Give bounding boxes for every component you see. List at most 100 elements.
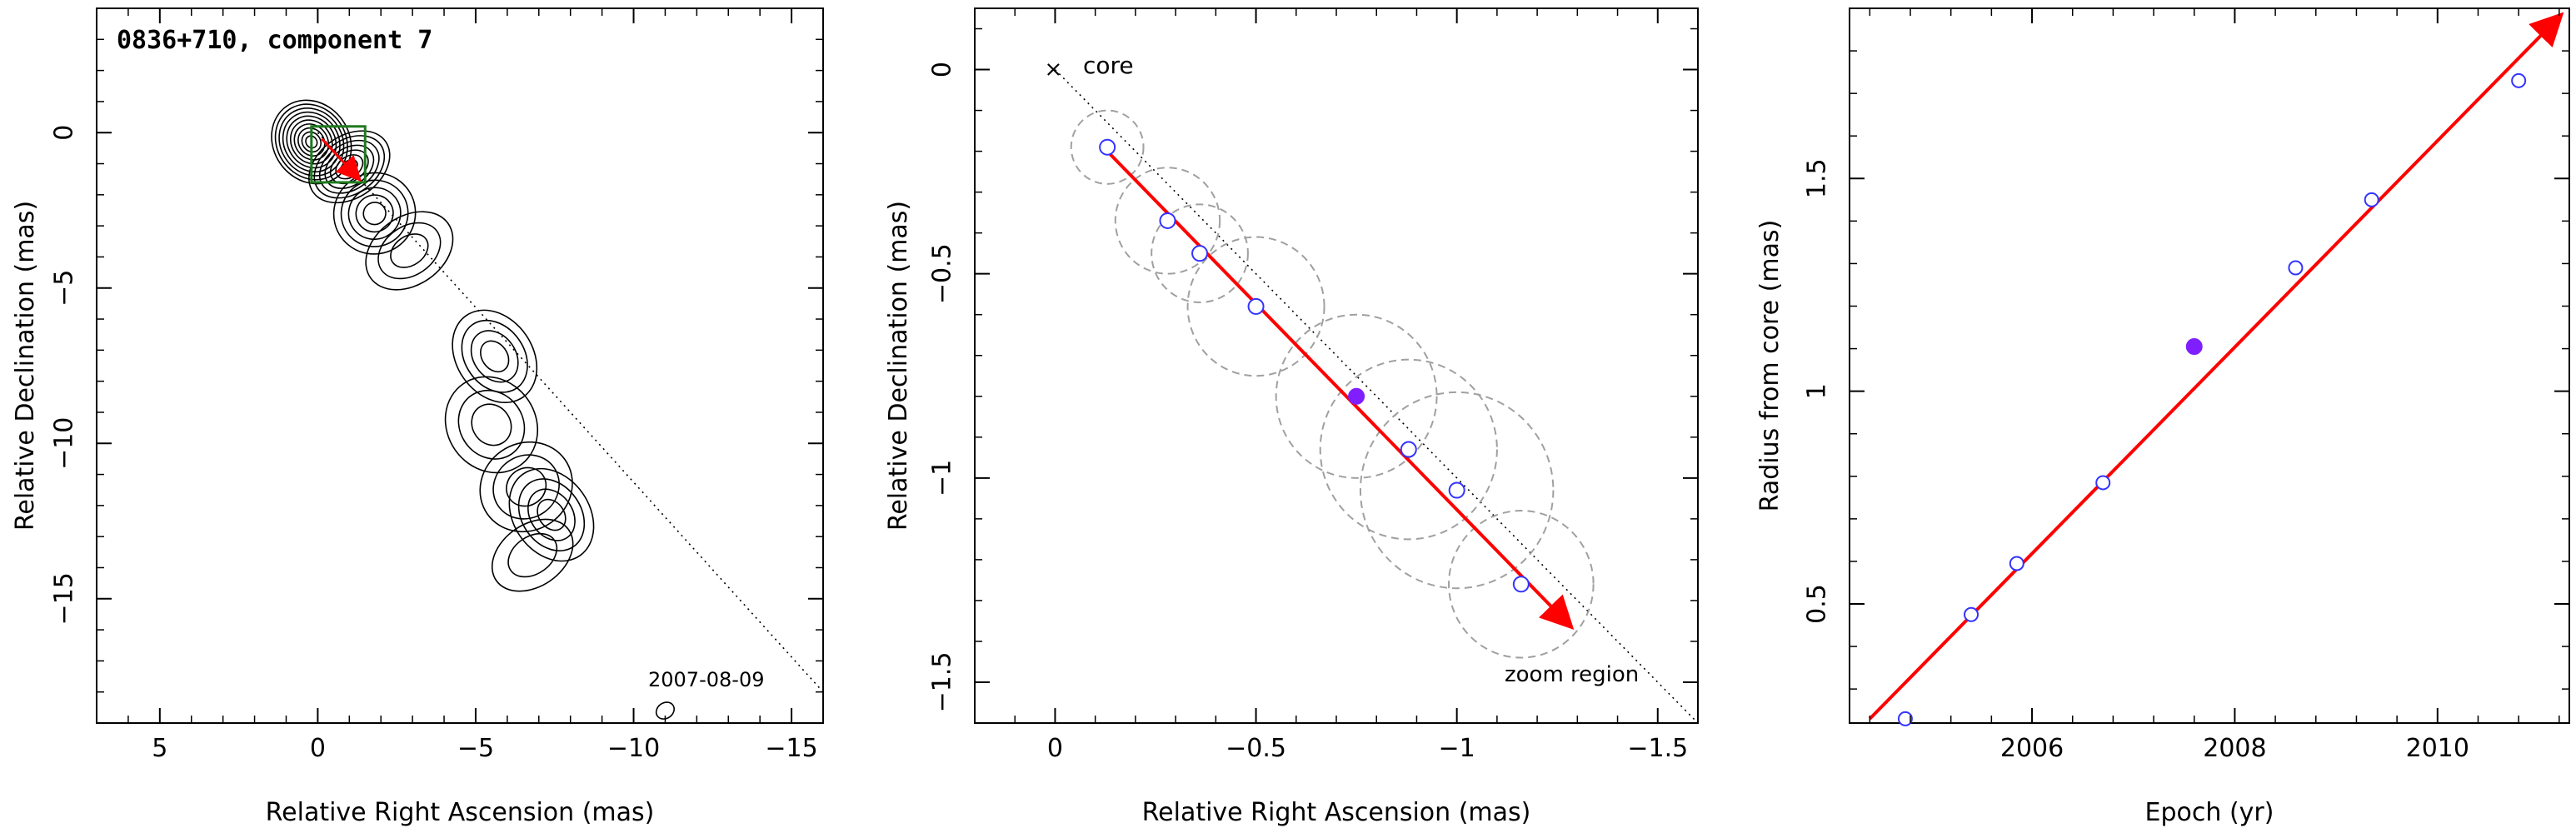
contour-line xyxy=(297,127,326,157)
x-tick-label: −1 xyxy=(1439,734,1475,763)
plot-frame xyxy=(974,7,1699,724)
component-point xyxy=(1448,481,1465,499)
contour-line xyxy=(365,211,454,291)
map-marks xyxy=(271,99,824,720)
contour-line xyxy=(507,532,558,578)
data-point xyxy=(2009,556,2024,571)
contour-line xyxy=(308,130,391,204)
y-tick-label: 1.5 xyxy=(1803,158,1832,198)
y-tick-label: −1 xyxy=(928,460,957,496)
vlbi-map-panel: 5 0 −5 −10 −15 0 −5 −10 −15 0836+710, component … xyxy=(11,7,824,827)
contour-line xyxy=(274,103,348,181)
contour-line xyxy=(377,222,442,280)
data-point xyxy=(2511,72,2527,88)
x-axis-label: Relative Right Ascension (mas) xyxy=(266,798,655,827)
y-tick-label: −0.5 xyxy=(928,243,957,304)
component-size-circle xyxy=(1359,391,1555,590)
contour-line xyxy=(444,376,539,474)
current-epoch-point xyxy=(1348,387,1365,405)
axes: 5 0 −5 −10 −15 0 −5 −10 −15 xyxy=(50,8,823,763)
x-axis-label: Epoch (yr) xyxy=(2145,798,2274,827)
radius-marks xyxy=(1868,12,2564,726)
component-size-circle xyxy=(1186,236,1325,377)
linear-fit-line xyxy=(1868,12,2564,721)
zoom-region-label: zoom region xyxy=(1505,662,1639,687)
y-tick-label: −1.5 xyxy=(928,652,957,713)
x-tick-label: −15 xyxy=(765,734,817,763)
zoom-marks: × xyxy=(1045,57,1699,724)
component-size-circle xyxy=(1319,358,1498,541)
x-tick-label: 2008 xyxy=(2203,734,2266,763)
contour-line xyxy=(517,478,586,551)
y-axis-label: Relative Declination (mas) xyxy=(884,201,913,531)
contour-line xyxy=(491,518,574,592)
data-point xyxy=(2288,260,2304,276)
contour-line xyxy=(537,498,567,531)
contour-line xyxy=(655,701,675,720)
contour-line xyxy=(470,330,519,383)
core-marker: × xyxy=(1045,57,1063,82)
contour-line xyxy=(301,131,322,153)
jet-axis-line xyxy=(317,132,824,693)
y-tick-label: 0 xyxy=(928,62,957,77)
contour-line xyxy=(340,179,409,247)
contour-line xyxy=(471,403,512,446)
axes: 2006 2008 2010 0.5 1 1.5 xyxy=(1803,8,2569,763)
y-tick-label: −10 xyxy=(50,417,79,470)
component-arrow xyxy=(321,137,362,182)
y-tick-label: −5 xyxy=(50,270,79,307)
y-axis-label: Radius from core (mas) xyxy=(1755,220,1785,512)
x-tick-label: 0 xyxy=(1047,734,1063,763)
x-tick-label: 5 xyxy=(152,734,167,763)
y-tick-label: 0.5 xyxy=(1803,584,1832,624)
y-tick-label: 0 xyxy=(50,125,79,141)
x-tick-label: −10 xyxy=(607,734,660,763)
contour-line xyxy=(527,488,576,541)
x-tick-label: 0 xyxy=(310,734,326,763)
data-point xyxy=(2364,192,2379,207)
contour-line xyxy=(506,466,547,507)
zoom-panel: × 0 −0.5 −1 −1.5 0 −0.5 −1 −1.5 core zoom regio… xyxy=(884,7,1699,827)
x-tick-label: 2010 xyxy=(2406,734,2469,763)
contour-line xyxy=(278,107,345,177)
component-point xyxy=(1099,138,1116,156)
x-axis-label: Relative Right Ascension (mas) xyxy=(1142,798,1531,827)
y-tick-label: −15 xyxy=(50,572,79,625)
contour-line xyxy=(347,187,402,241)
component-point xyxy=(1191,245,1209,262)
core-label: core xyxy=(1083,52,1134,79)
contour-line xyxy=(362,202,387,226)
data-point xyxy=(1964,606,1979,622)
contour-line xyxy=(452,309,538,404)
x-tick-label: 2006 xyxy=(2000,734,2064,763)
contour-line xyxy=(492,454,560,520)
contour-line xyxy=(305,135,318,149)
contour-line xyxy=(318,139,380,194)
component-size-circle xyxy=(1151,203,1249,304)
component-point xyxy=(1247,297,1265,315)
contour-line xyxy=(461,319,528,393)
chart-title: 0836+710, component 7 xyxy=(117,26,432,55)
contour-line xyxy=(479,441,573,533)
component-size-circle xyxy=(1448,510,1595,659)
x-tick-label: −1.5 xyxy=(1627,734,1688,763)
component-size-circle xyxy=(1275,313,1438,479)
data-point xyxy=(1897,711,1913,726)
zoom-box xyxy=(310,125,367,184)
component-size-circle xyxy=(1114,167,1221,275)
direction-arrow xyxy=(1106,150,1575,631)
jet-axis-line xyxy=(1054,68,1699,724)
component-size-circle xyxy=(1070,109,1145,185)
y-axis-label: Relative Declination (mas) xyxy=(11,201,40,531)
component-point xyxy=(1400,441,1417,458)
plot-frame xyxy=(96,7,824,724)
current-epoch-point xyxy=(2185,338,2203,356)
axes: 0 −0.5 −1 −1.5 0 −0.5 −1 −1.5 xyxy=(928,8,1698,763)
contour-line xyxy=(355,194,394,233)
contour-line xyxy=(293,123,330,161)
contour-line xyxy=(390,233,429,268)
epoch-label: 2007-08-09 xyxy=(648,668,764,691)
radius-epoch-panel: 2006 2008 2010 0.5 1 1.5 Epoch (yr) Radius fr… xyxy=(1755,7,2570,827)
contour-line xyxy=(480,340,510,373)
